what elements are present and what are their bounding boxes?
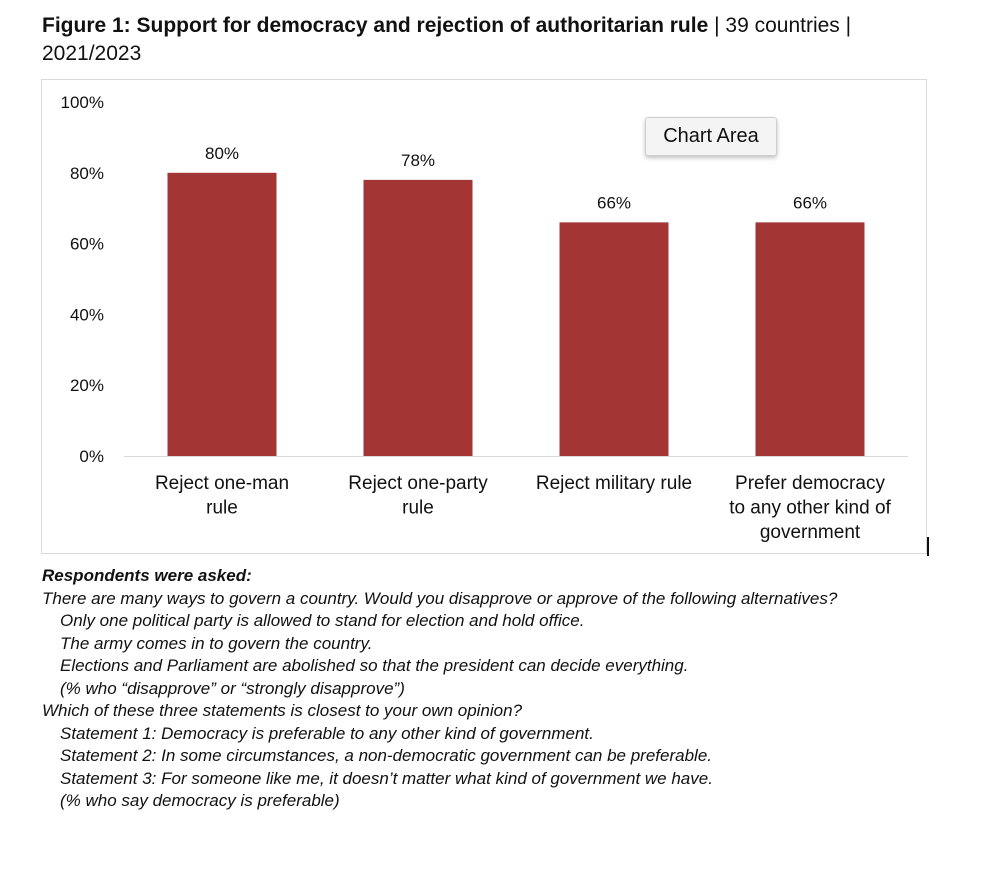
text-cursor [927, 537, 929, 556]
question-2-note: (% who say democracy is preferable) [60, 791, 340, 810]
category-label: government [760, 522, 861, 543]
question-2-item: Statement 3: For someone like me, it doe… [60, 768, 713, 788]
data-label: 80% [205, 144, 239, 163]
category-label: to any other kind of [729, 498, 891, 519]
chart-title-subtitle: | 39 countries | 2021/2023 [42, 14, 852, 65]
category-label: Prefer democracy [735, 473, 885, 494]
question-2-item: Statement 1: Democracy is preferable to … [60, 723, 594, 743]
question-1-item: Elections and Parliament are abolished s… [60, 656, 689, 675]
bar [167, 172, 277, 457]
y-tick-label: 100% [61, 93, 104, 112]
question-1-item: Only one political party is allowed to s… [60, 611, 585, 630]
bar-chart: 0% 20% 40% 60% 80% 100% 80% Reject one-man rule 7… [61, 93, 908, 543]
chart-area-tooltip: Chart Area [645, 117, 777, 156]
question-1-note: (% who “disapprove” or “strongly disappr… [60, 678, 405, 698]
category-label: rule [402, 498, 434, 519]
data-label: 78% [401, 151, 435, 170]
chart-title-bold: Figure 1: Support for democracy and reje… [42, 14, 709, 37]
data-label: 66% [793, 193, 827, 212]
notes-heading: Respondents were asked: [42, 566, 252, 585]
category-label: Reject military rule [536, 473, 692, 494]
category-label: Reject one-party [348, 473, 488, 494]
category-label: Reject one-man [155, 473, 289, 494]
chart-area[interactable]: 0% 20% 40% 60% 80% 100% 80% Reject one-man rule 7… [41, 79, 927, 554]
question-2-item: Statement 2: In some circumstances, a no… [60, 746, 712, 765]
data-label: 66% [597, 193, 631, 212]
y-tick-label: 40% [70, 305, 104, 324]
bar [755, 222, 865, 456]
bar [559, 222, 669, 456]
y-tick-label: 80% [70, 164, 104, 183]
bar [363, 179, 473, 456]
chart-title: Figure 1: Support for democracy and reje… [42, 12, 942, 68]
survey-notes: Respondents were asked: There are many w… [42, 565, 962, 813]
y-tick-label: 60% [70, 235, 104, 254]
y-tick-label: 0% [79, 447, 104, 466]
question-1: There are many ways to govern a country.… [42, 588, 838, 608]
question-1-item: The army comes in to govern the country. [60, 633, 373, 653]
y-tick-label: 20% [70, 376, 104, 395]
question-2: Which of these three statements is close… [42, 701, 523, 720]
category-label: rule [206, 498, 238, 519]
